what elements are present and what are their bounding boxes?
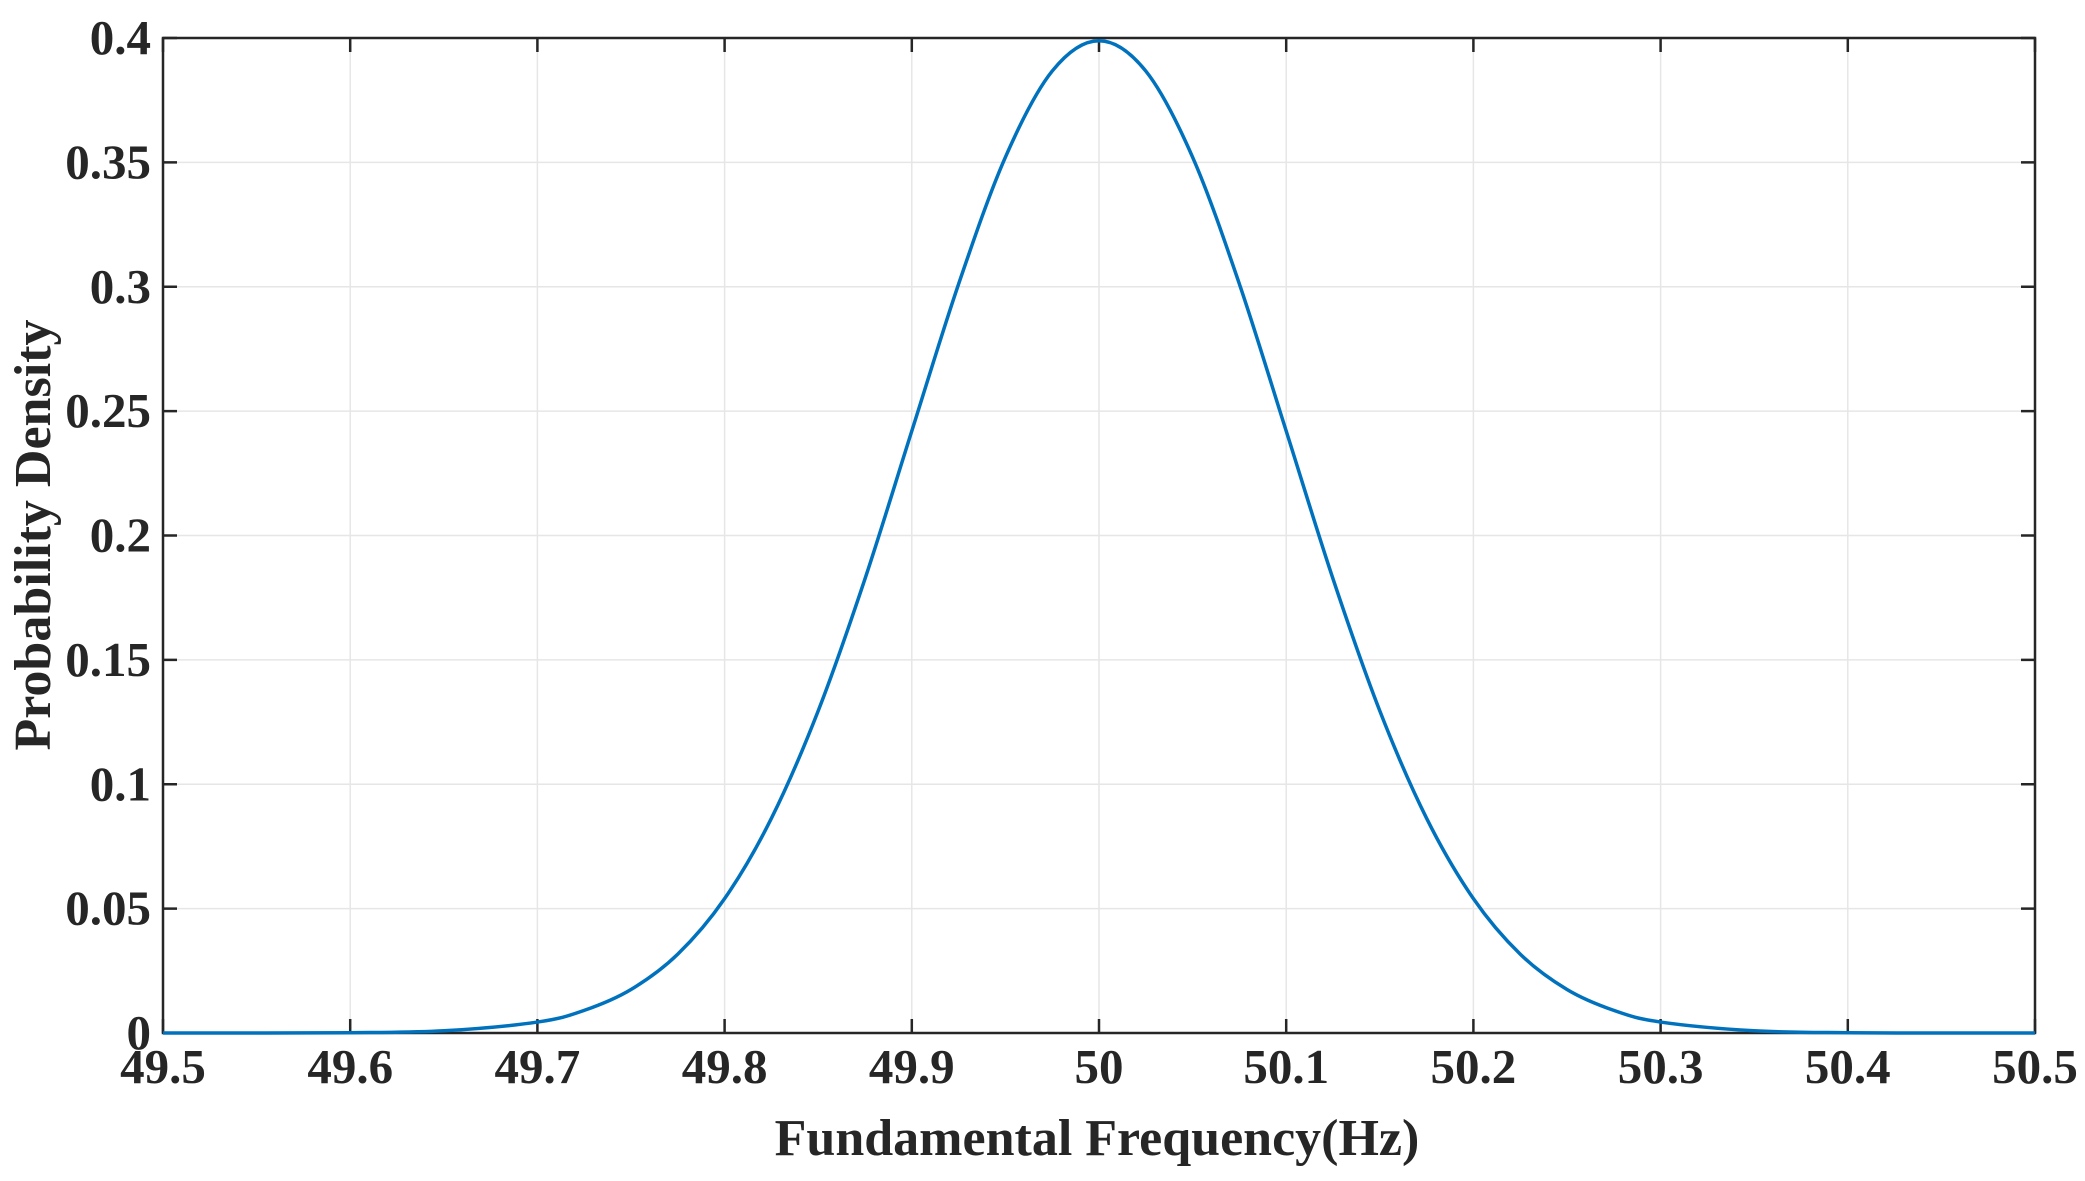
x-tick-label: 49.8 (682, 1039, 768, 1094)
x-tick-label: 50.3 (1618, 1039, 1704, 1094)
x-axis-tick-labels: 49.5 49.6 49.7 49.8 49.9 50 50.1 50.2 50.3 50.4 50… (120, 1039, 2078, 1094)
y-axis-tick-labels: 0 0.05 0.1 0.15 0.2 0.25 0.3 0.35 0.4 (65, 10, 151, 1060)
x-tick-label: 50.4 (1805, 1039, 1891, 1094)
y-tick-label: 0.3 (90, 259, 151, 314)
x-tick-label: 49.6 (307, 1039, 393, 1094)
x-tick-label: 50 (1075, 1039, 1124, 1094)
x-tick-label: 50.1 (1243, 1039, 1329, 1094)
y-tick-label: 0.05 (65, 881, 151, 936)
series-line (162, 38, 2036, 1035)
y-tick-label: 0.1 (90, 756, 151, 811)
x-tick-label: 49.5 (120, 1039, 206, 1094)
y-tick-label: 0.35 (65, 134, 151, 189)
y-tick-label: 0 (127, 1005, 152, 1060)
x-tick-label: 49.7 (495, 1039, 581, 1094)
grid (162, 37, 2036, 1034)
y-tick-label: 0.2 (90, 508, 151, 563)
y-axis-label: Probability Density (5, 320, 62, 751)
y-tick-label: 0.4 (90, 10, 151, 65)
x-axis-label: Fundamental Frequency(Hz) (775, 1110, 1420, 1167)
x-tick-label: 50.2 (1431, 1039, 1517, 1094)
x-tick-label: 50.5 (1992, 1039, 2078, 1094)
y-tick-label: 0.15 (65, 632, 151, 687)
y-tick-label: 0.25 (65, 383, 151, 438)
x-tick-label: 49.9 (869, 1039, 955, 1094)
